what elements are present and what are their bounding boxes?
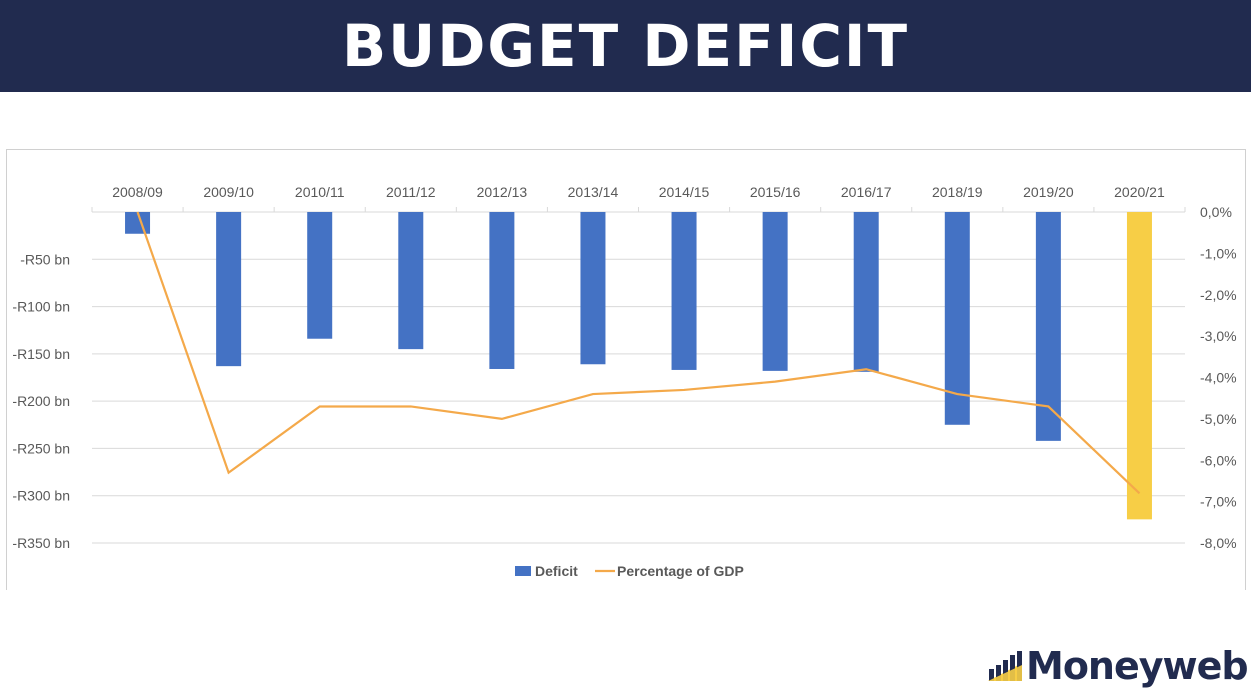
- left-axis-tick-label: -R200 bn: [12, 393, 70, 409]
- x-axis-category-label: 2008/09: [112, 184, 163, 200]
- x-axis-category-label: 2011/12: [386, 184, 436, 200]
- x-axis-category-label: 2014/15: [659, 184, 710, 200]
- deficit-bar: [307, 212, 333, 339]
- deficit-bar: [398, 212, 424, 350]
- right-axis-tick-label: -2,0%: [1200, 287, 1237, 303]
- page-title: BUDGET DEFICIT: [341, 12, 910, 80]
- x-axis-category-label: 2016/17: [841, 184, 892, 200]
- legend-label-deficit: Deficit: [535, 563, 578, 579]
- right-axis-tick-label: -7,0%: [1200, 494, 1237, 510]
- deficit-bar: [216, 212, 242, 367]
- deficit-bar: [1126, 212, 1152, 520]
- left-axis-tick-label: -R300 bn: [12, 488, 70, 504]
- deficit-bar: [489, 212, 515, 369]
- right-axis-tick-label: -3,0%: [1200, 328, 1237, 344]
- deficit-bar: [762, 212, 788, 371]
- left-axis-tick-label: -R250 bn: [12, 440, 70, 456]
- left-axis-tick-label: -R350 bn: [12, 535, 70, 551]
- right-axis-tick-label: -6,0%: [1200, 452, 1237, 468]
- deficit-bar: [1035, 212, 1061, 441]
- right-axis-tick-label: -8,0%: [1200, 535, 1237, 551]
- header-banner: BUDGET DEFICIT: [0, 0, 1251, 92]
- right-axis-tick-label: -5,0%: [1200, 411, 1237, 427]
- deficit-bar: [580, 212, 606, 365]
- x-axis-category-label: 2013/14: [568, 184, 619, 200]
- legend-swatch-deficit: [515, 566, 531, 576]
- right-axis-tick-label: 0,0%: [1200, 204, 1232, 220]
- logo-text: Moneyweb: [1026, 644, 1249, 688]
- deficit-bar: [853, 212, 879, 372]
- deficit-bar: [671, 212, 697, 370]
- left-axis-tick-label: -R100 bn: [12, 299, 70, 315]
- x-axis-category-label: 2012/13: [477, 184, 528, 200]
- x-axis-category-label: 2019/20: [1023, 184, 1074, 200]
- gdp-percentage-line: [136, 211, 1141, 495]
- moneyweb-logo: Moneyweb: [988, 644, 1249, 688]
- x-axis-category-label: 2010/11: [295, 184, 345, 200]
- bar-chart-logo-icon: [988, 651, 1022, 681]
- left-axis-tick-label: -R150 bn: [12, 346, 70, 362]
- x-axis-category-label: 2015/16: [750, 184, 801, 200]
- left-axis-tick-label: -R50 bn: [20, 251, 70, 267]
- right-axis-tick-label: -1,0%: [1200, 245, 1237, 261]
- deficit-bar: [944, 212, 970, 425]
- chart-frame: [6, 149, 1246, 590]
- right-axis-tick-label: -4,0%: [1200, 370, 1237, 386]
- x-axis-category-label: 2018/19: [932, 184, 983, 200]
- x-axis-category-label: 2009/10: [203, 184, 254, 200]
- x-axis-category-label: 2020/21: [1114, 184, 1165, 200]
- legend-label-gdp: Percentage of GDP: [617, 563, 744, 579]
